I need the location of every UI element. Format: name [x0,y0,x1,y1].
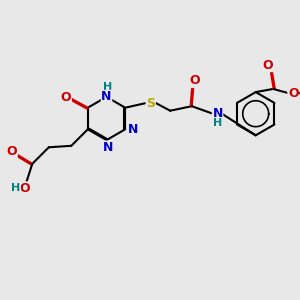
Text: H: H [103,82,112,92]
Text: O: O [20,182,30,195]
Text: O: O [7,145,17,158]
Text: S: S [146,97,155,110]
Text: N: N [212,107,223,120]
Text: O: O [262,58,273,72]
Text: N: N [101,90,112,104]
Text: O: O [61,91,71,104]
Text: H: H [213,118,222,128]
Text: O: O [189,74,200,88]
Text: H: H [11,183,20,194]
Text: O: O [288,87,298,100]
Text: N: N [128,123,138,136]
Text: N: N [103,141,113,154]
